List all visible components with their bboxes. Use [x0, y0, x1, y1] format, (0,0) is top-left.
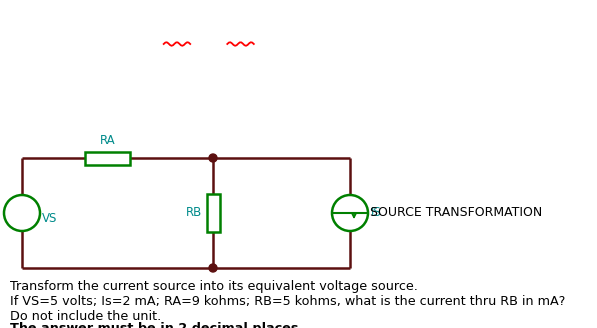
- Circle shape: [209, 264, 217, 272]
- Circle shape: [332, 195, 368, 231]
- Circle shape: [4, 195, 40, 231]
- Text: SOURCE TRANSFORMATION: SOURCE TRANSFORMATION: [370, 207, 542, 219]
- Text: If VS=5 volts; Is=2 mA; RA=9 kohms; RB=5 kohms, what is the current thru RB in m: If VS=5 volts; Is=2 mA; RA=9 kohms; RB=5…: [10, 295, 565, 308]
- Text: RA: RA: [100, 134, 115, 148]
- Text: IS: IS: [371, 207, 381, 219]
- Bar: [207, 194, 220, 232]
- Circle shape: [209, 154, 217, 162]
- Text: Transform the current source into its equivalent voltage source.: Transform the current source into its eq…: [10, 280, 418, 293]
- Bar: [85, 152, 130, 165]
- Text: Do not include the unit.: Do not include the unit.: [10, 310, 161, 323]
- Text: VS: VS: [42, 212, 57, 224]
- Text: +: +: [13, 199, 21, 209]
- Text: RB: RB: [186, 207, 202, 219]
- Text: The answer must be in 2 decimal places.: The answer must be in 2 decimal places.: [10, 322, 303, 328]
